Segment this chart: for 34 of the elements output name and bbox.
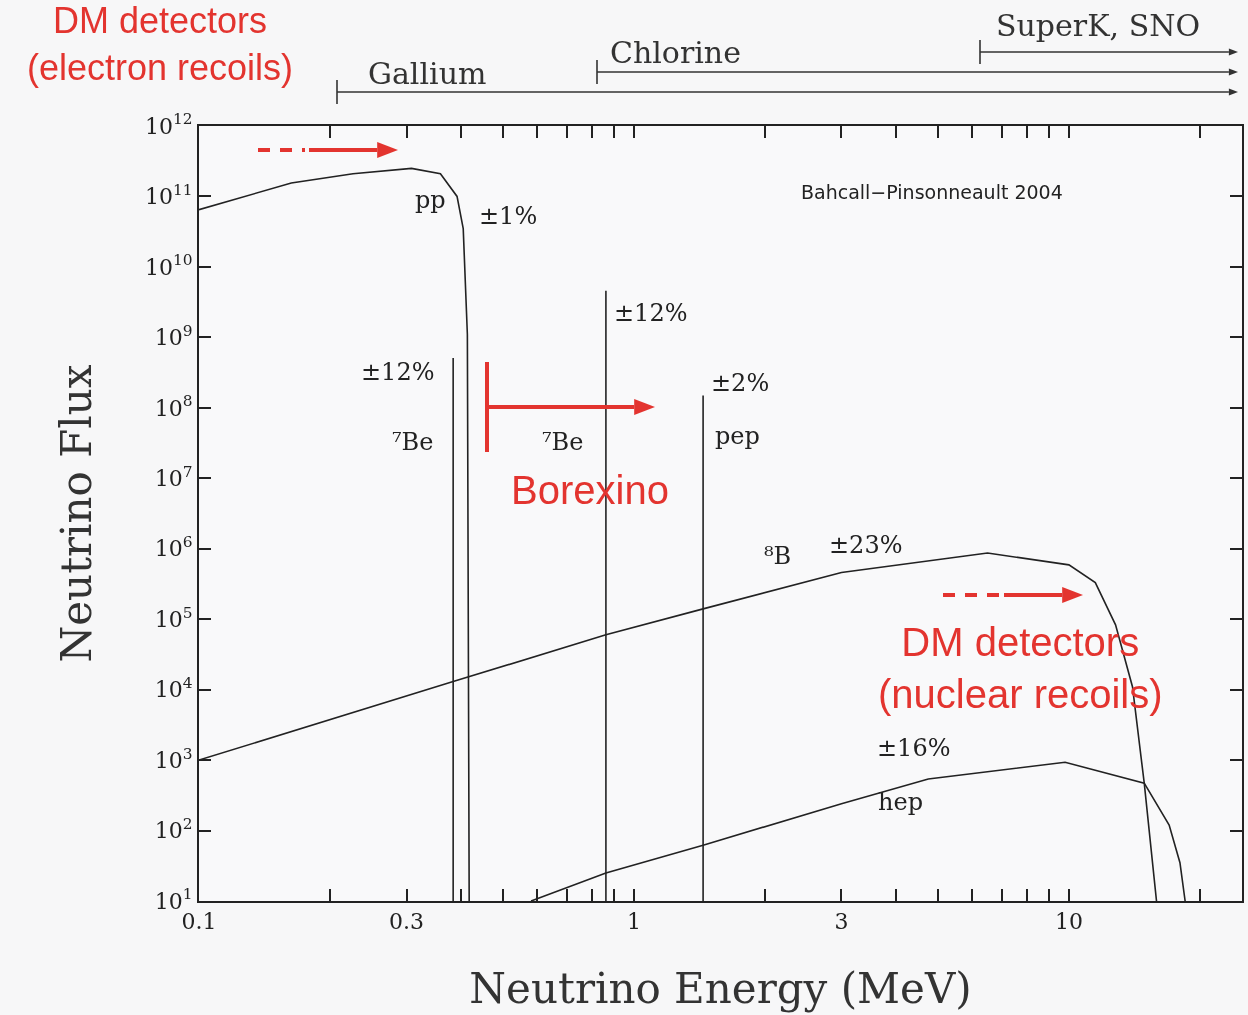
y-tick-label: 10$^{2}$ (154, 815, 193, 844)
y-tick-label: 10$^{10}$ (145, 251, 193, 280)
annotation: ⁷Be (392, 428, 434, 456)
x-tick-label: 10 (1054, 909, 1083, 935)
x-tick-label: 0.3 (389, 909, 425, 935)
annotation: ±16% (877, 734, 951, 762)
annotation: Bahcall−Pinsonneault 2004 (801, 181, 1063, 203)
annotation: pep (715, 422, 760, 450)
y-tick-label: 10$^{5}$ (154, 603, 193, 632)
annotation: ⁸B (764, 542, 792, 570)
text: DM detectors (electron recoils) (27, 0, 294, 88)
annotation: ±23% (829, 531, 903, 559)
x-tick-label: 3 (834, 909, 849, 935)
text: SuperK, SNO (996, 8, 1201, 43)
y-tick-label: 10$^{11}$ (145, 180, 193, 210)
text: Gallium (368, 56, 487, 91)
annotation: ±1% (479, 202, 538, 230)
x-tick-label: 1 (626, 909, 641, 935)
annotation: hep (878, 788, 924, 816)
y-tick-label: 10$^{12}$ (145, 110, 193, 139)
y-tick-label: 10$^{4}$ (154, 674, 193, 703)
y-tick-label: 10$^{3}$ (154, 744, 193, 773)
y-tick-label: 10$^{8}$ (154, 392, 193, 421)
y-tick-label: 10$^{7}$ (154, 462, 193, 491)
y-tick-label: 10$^{6}$ (154, 533, 193, 562)
annotation: pp (415, 186, 446, 214)
annotation: ±12% (361, 358, 435, 386)
y-tick-label: 10$^{9}$ (154, 321, 193, 351)
annotation: ±12% (614, 299, 688, 327)
text: Chlorine (610, 35, 741, 70)
annotation: ⁷Be (542, 428, 584, 456)
x-axis-title: Neutrino Energy (MeV) (469, 963, 972, 1013)
y-axis-title: Neutrino Flux (52, 364, 102, 663)
annotation: ±2% (711, 369, 770, 397)
